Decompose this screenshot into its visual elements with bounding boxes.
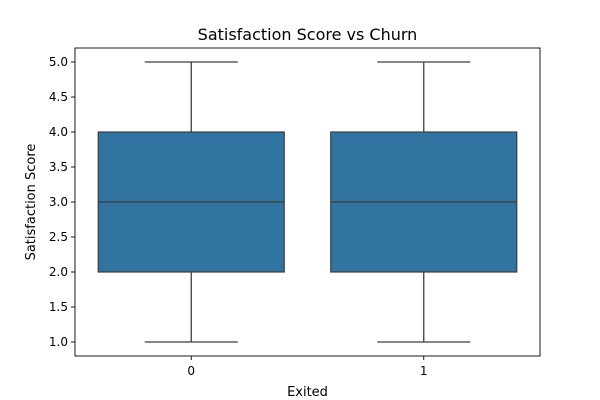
y-tick-label: 4.5 (49, 90, 68, 104)
y-tick-label: 4.0 (49, 125, 68, 139)
plot-area (97, 61, 518, 343)
x-tick-label: 1 (420, 364, 428, 378)
x-axis-label: Exited (287, 385, 328, 400)
y-tick-label: 2.0 (49, 265, 68, 279)
x-tick-label: 0 (187, 364, 195, 378)
box-1 (330, 61, 518, 343)
box-0 (97, 61, 285, 343)
y-tick-label: 5.0 (49, 55, 68, 69)
y-tick-label: 3.0 (49, 195, 68, 209)
y-axis-label: Satisfaction Score (24, 144, 39, 261)
y-tick-label: 3.5 (49, 160, 68, 174)
y-tick-label: 1.0 (49, 335, 68, 349)
y-axis: 1.0 1.5 2.0 2.5 3.0 3.5 4.0 4.5 5.0 (49, 55, 75, 349)
y-tick-label: 2.5 (49, 230, 68, 244)
y-tick-label: 1.5 (49, 300, 68, 314)
chart-title: Satisfaction Score vs Churn (198, 25, 418, 44)
